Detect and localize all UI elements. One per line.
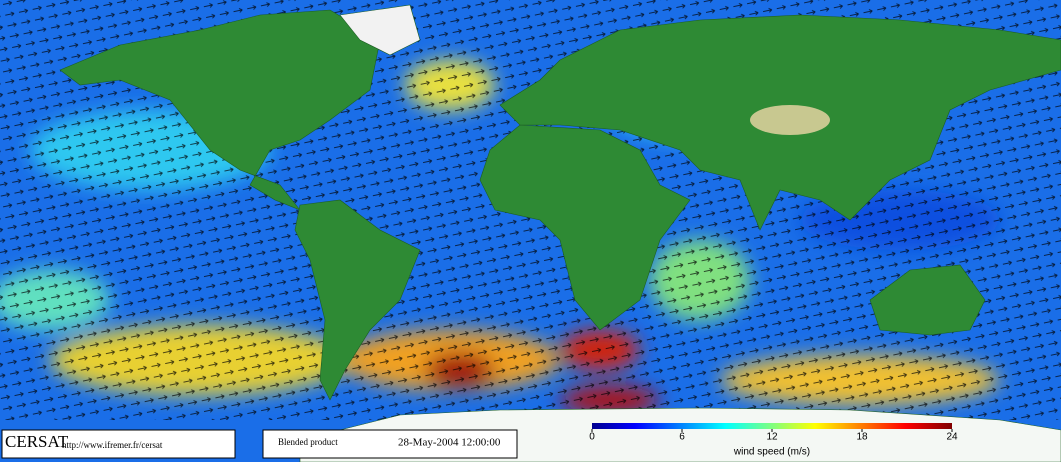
colorbar-tick-label: 6 [679,432,685,443]
north-america [59,9,381,211]
africa [479,124,691,331]
continents [59,4,1061,463]
logo-box [1,429,236,459]
south-america [294,199,421,401]
greenland [339,4,421,56]
colorbar-tick-label: 12 [766,432,778,443]
australia [869,264,986,336]
info-box [262,429,518,459]
logo: CERSAT [5,432,69,451]
colorbar-tick-label: 0 [589,432,595,443]
colorbar-ticks: 0 6 12 18 24 [589,429,958,443]
date: 28-May-2004 12:00:00 [398,437,501,449]
colorbar-tick-label: 18 [856,432,868,443]
colorbar-tick-label: 24 [946,432,958,443]
colorbar-label: wind speed (m/s) [733,447,810,458]
product: Blended product [278,437,338,447]
colorbar [592,423,952,429]
url: http://www.ifremer.fr/cersat [62,440,163,450]
